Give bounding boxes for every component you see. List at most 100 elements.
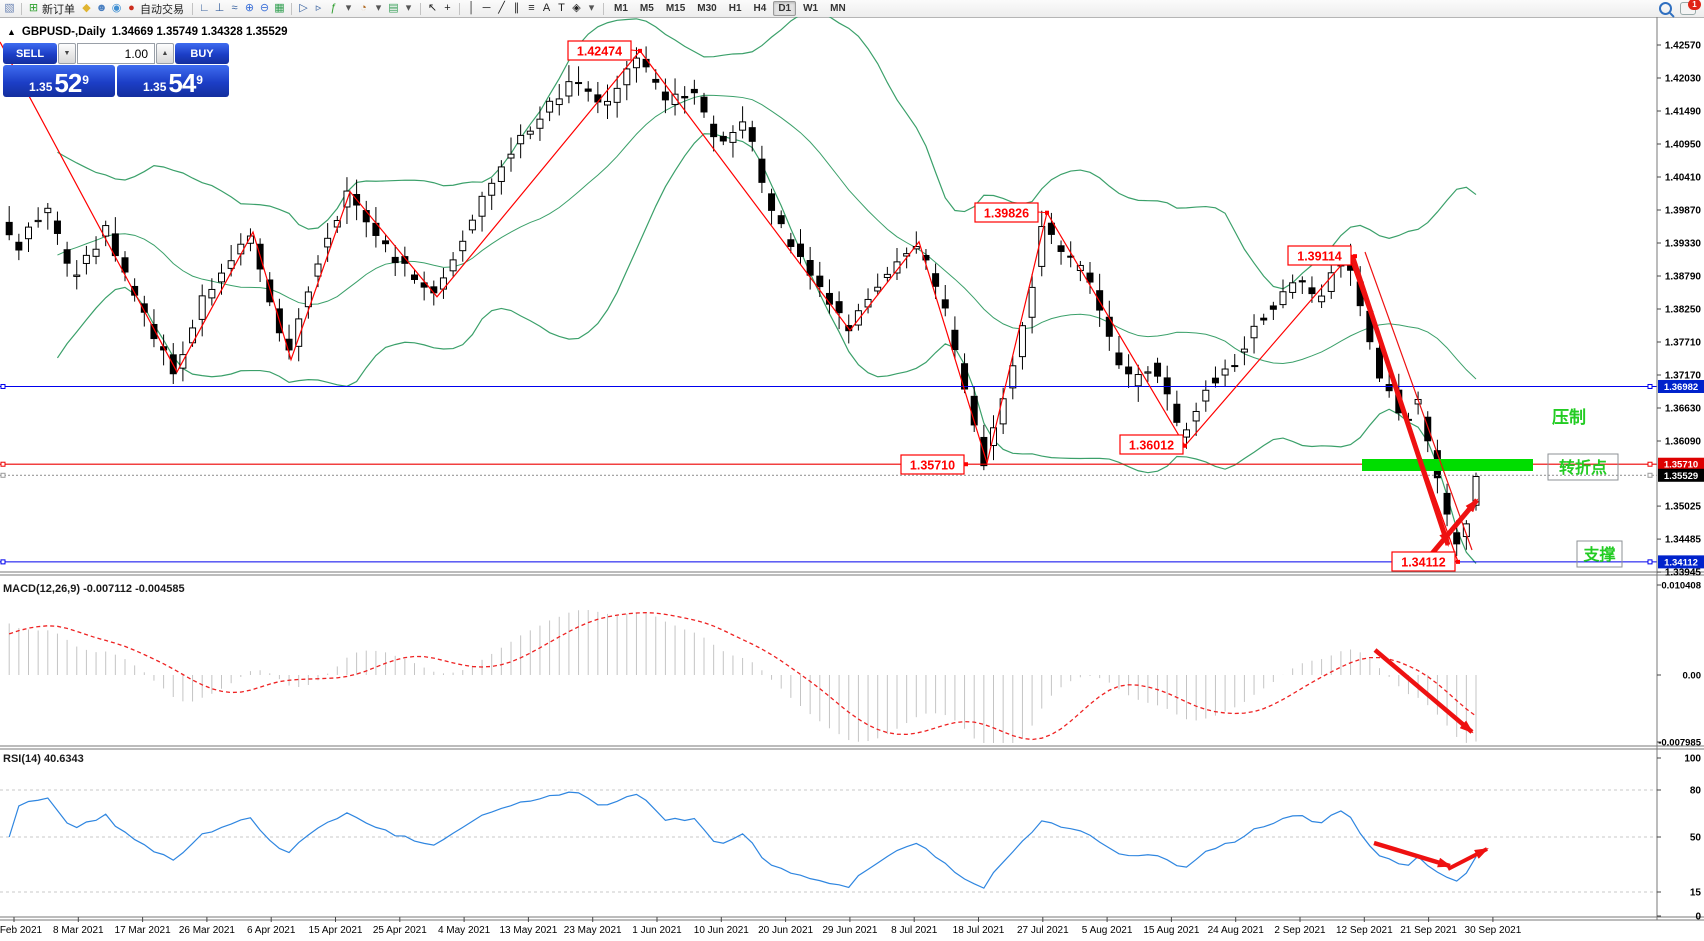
chart-window-icon[interactable]: ▧ bbox=[4, 2, 15, 14]
swing-price-label-box[interactable] bbox=[974, 202, 1039, 223]
timeframe-button-m30[interactable]: M30 bbox=[697, 3, 717, 14]
auto-scroll-icon[interactable]: ▷ bbox=[299, 2, 308, 14]
candle-body bbox=[1376, 347, 1383, 379]
buy-button[interactable]: BUY bbox=[175, 43, 229, 64]
vertical-line-icon[interactable]: │ bbox=[468, 2, 475, 14]
price-panel: 1.42474 1.39826 1.39114 1.36012 1.35710 1.341… bbox=[0, 17, 1657, 572]
signals-icon[interactable]: ◉ bbox=[111, 2, 122, 14]
timeframe-button-m5[interactable]: M5 bbox=[639, 3, 654, 14]
sell-quote-button[interactable]: 1.35 52 9 bbox=[3, 65, 115, 97]
text-icon[interactable]: A bbox=[542, 2, 551, 14]
zigzag-line[interactable] bbox=[0, 41, 1459, 563]
swing-price-label-box[interactable] bbox=[567, 40, 632, 61]
fibonacci-icon[interactable]: ≡ bbox=[528, 2, 535, 14]
candlestick-chart-icon[interactable]: ⊥ bbox=[214, 2, 225, 14]
candle-body bbox=[295, 318, 303, 347]
rsi-up-arrow[interactable] bbox=[1447, 847, 1489, 871]
crosshair-icon[interactable]: + bbox=[444, 2, 451, 14]
highlighter-icon[interactable]: ◆ bbox=[82, 2, 91, 14]
turning-point-highlight-bar[interactable] bbox=[1362, 459, 1533, 471]
community-icon[interactable]: ☻ bbox=[95, 2, 108, 14]
candle-body bbox=[478, 195, 486, 217]
timeframe-button-mn[interactable]: MN bbox=[830, 3, 846, 14]
toolbar-separator bbox=[420, 2, 421, 15]
pivot-line-handle[interactable] bbox=[0, 461, 6, 467]
line-chart-icon[interactable]: ≈ bbox=[231, 2, 238, 14]
candle-body bbox=[53, 220, 61, 234]
rsi-down-arrow[interactable] bbox=[1373, 840, 1452, 869]
date-axis[interactable]: 26 Feb 2021 8 Mar 2021 17 Mar 2021 26 Mar 2… bbox=[0, 917, 1522, 936]
candle-body bbox=[768, 193, 776, 211]
support-annotation[interactable]: 支撑 bbox=[1582, 545, 1615, 564]
price-axis-tick-label: 1.39870 bbox=[1665, 205, 1702, 216]
timeframe-button-h1[interactable]: H1 bbox=[728, 3, 742, 14]
bar-chart-icon[interactable]: ∟ bbox=[199, 2, 210, 14]
buy-quote-button[interactable]: 1.35 54 9 bbox=[117, 65, 229, 97]
volume-increase-button[interactable]: ▲ bbox=[156, 43, 174, 64]
arrows-dropdown-icon[interactable]: ▾ bbox=[588, 2, 595, 14]
timeframe-button-w1[interactable]: W1 bbox=[803, 3, 819, 14]
candle-body bbox=[63, 249, 71, 264]
swing-price-label-box[interactable] bbox=[1119, 434, 1184, 455]
macd-down-arrow[interactable] bbox=[1373, 648, 1474, 734]
resistance-line-handle[interactable] bbox=[0, 383, 6, 389]
label-icon[interactable]: T bbox=[558, 2, 565, 14]
volume-decrease-button[interactable]: ▼ bbox=[58, 43, 76, 64]
trendline-icon[interactable]: ╱ bbox=[498, 2, 505, 14]
zoom-in-icon[interactable]: ⊕ bbox=[244, 2, 255, 14]
indicators-icon[interactable]: ƒ bbox=[330, 2, 337, 14]
price-channel-line[interactable] bbox=[1364, 251, 1473, 551]
resistance-annotation[interactable]: 压制 bbox=[1552, 407, 1586, 427]
candle-body bbox=[575, 82, 583, 85]
cursor-icon[interactable]: ↖ bbox=[427, 2, 438, 14]
macd-signal-line bbox=[8, 611, 1477, 741]
date-axis-label: 26 Mar 2021 bbox=[179, 925, 236, 936]
market-icon[interactable]: ● bbox=[128, 2, 135, 14]
timeframe-button-m15[interactable]: M15 bbox=[665, 3, 686, 14]
timeframes-dropdown-icon[interactable]: ▾ bbox=[375, 2, 382, 14]
notifications-icon[interactable]: 1 bbox=[1680, 0, 1701, 15]
candle-body bbox=[1096, 290, 1104, 311]
macd-axis-tick-label: 0.00 bbox=[1683, 671, 1702, 682]
tile-windows-icon[interactable]: ▦ bbox=[274, 2, 285, 14]
timeframe-button-d1[interactable]: D1 bbox=[773, 1, 797, 16]
price-axis[interactable]: 1.42570 1.42030 1.41490 1.40950 1.40410 1.398… bbox=[1657, 41, 1704, 923]
channel-icon[interactable]: ∥ bbox=[513, 2, 520, 14]
current-price-line-handle[interactable] bbox=[0, 472, 6, 478]
templates-icon[interactable]: ▤ bbox=[388, 2, 399, 14]
current-price-line-handle-right[interactable] bbox=[1647, 472, 1653, 478]
price-axis-tick-label: 1.36630 bbox=[1665, 403, 1702, 414]
sell-button[interactable]: SELL bbox=[3, 43, 57, 64]
chart-canvas[interactable]: 1.42474 1.39826 1.39114 1.36012 1.35710 1.341… bbox=[0, 17, 1704, 941]
collapse-symbol-icon[interactable]: ▲ bbox=[7, 27, 16, 37]
timeframe-button-m1[interactable]: M1 bbox=[614, 3, 628, 14]
swing-price-label-box[interactable] bbox=[1287, 245, 1352, 266]
indicators-dropdown-icon[interactable]: ▾ bbox=[345, 2, 352, 14]
candle-body bbox=[1115, 352, 1123, 366]
candle-body bbox=[729, 131, 737, 143]
support-line-handle[interactable] bbox=[0, 559, 6, 565]
candle-body bbox=[1298, 280, 1306, 283]
turning-point-annotation-box[interactable] bbox=[1547, 453, 1619, 481]
price-down-arrow[interactable] bbox=[1349, 254, 1451, 547]
support-annotation-box[interactable] bbox=[1576, 540, 1623, 568]
turning-point-annotation[interactable]: 转折点 bbox=[1559, 458, 1607, 477]
volume-input[interactable]: 1.00 bbox=[77, 43, 155, 64]
support-line-handle-right[interactable] bbox=[1647, 559, 1653, 565]
resistance-line-handle-right[interactable] bbox=[1647, 383, 1653, 389]
candle-body bbox=[1453, 532, 1461, 545]
chart-shift-icon[interactable]: ▹ bbox=[315, 2, 322, 14]
horizontal-line-icon[interactable]: ─ bbox=[482, 2, 491, 14]
timeframe-button-h4[interactable]: H4 bbox=[753, 3, 767, 14]
templates-dropdown-icon[interactable]: ▾ bbox=[405, 2, 412, 14]
pivot-line-handle-right[interactable] bbox=[1647, 461, 1653, 467]
arrows-icon[interactable]: ◈ bbox=[572, 2, 581, 14]
swing-price-label-box[interactable] bbox=[900, 454, 965, 475]
search-icon[interactable] bbox=[1659, 2, 1672, 15]
zoom-out-icon[interactable]: ⊖ bbox=[259, 2, 270, 14]
new-order-icon[interactable]: ⊞ bbox=[28, 2, 39, 14]
price-axis-tick-label: 1.38250 bbox=[1665, 304, 1702, 315]
swing-price-label-box[interactable] bbox=[1391, 551, 1456, 572]
candle-body bbox=[565, 81, 573, 97]
timeframes-icon[interactable]: ◔ bbox=[360, 2, 367, 14]
